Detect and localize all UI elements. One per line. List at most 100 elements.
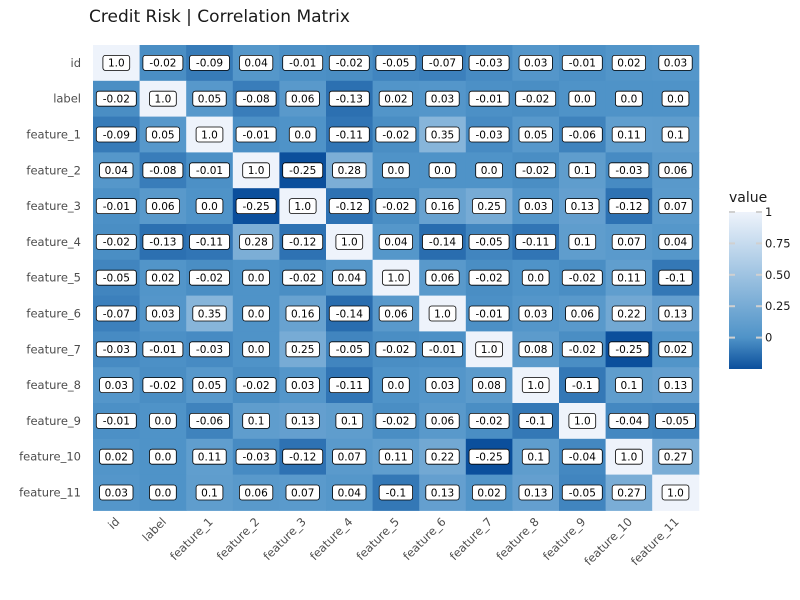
cell-value-label: 0.0 [615,90,643,107]
cell-value-text: 0.0 [201,201,218,213]
cell-value-text: 0.35 [431,129,454,141]
cell-value-label: -0.05 [328,341,370,358]
cell-value-label: 0.0 [242,305,270,322]
cell-value-text: 1.0 [481,344,498,356]
cell-value-box [142,341,184,358]
cell-value-box [561,55,603,71]
cell-value-box [468,233,510,250]
cell-value-text: -0.03 [196,344,223,356]
cell-value-text: -0.1 [665,273,686,285]
cell-value-label: -0.25 [282,162,324,179]
cell-value-box [521,448,550,465]
cell-value-box [99,377,134,394]
cell-value-text: 0.04 [664,237,688,249]
legend-title: value [729,190,767,206]
cell-value-label: 0.02 [378,90,414,107]
cell-value-box [561,126,603,143]
cell-value-label: 0.1 [195,484,224,501]
cell-value-box [328,55,370,71]
x-tick-label: feature_2 [214,515,263,564]
cell-value-label: -0.01 [468,305,510,322]
cell-value-text: 0.1 [667,129,684,141]
cell-value-label: -0.01 [189,162,230,179]
cell-value-box [242,269,270,286]
cell-value-box [608,198,650,215]
cell-value-box [561,484,603,501]
cell-value-text: 0.1 [341,416,358,428]
cell-value-box [285,412,320,429]
cell-value-label: 0.03 [99,377,134,394]
cell-value-text: 1.0 [434,308,451,320]
cell-value-label: -0.05 [95,269,137,286]
cell-value-label: -0.11 [189,233,230,250]
cell-value-text: -0.02 [569,273,596,285]
cell-value-label: 1.0 [288,198,317,215]
cell-value-box [658,341,693,358]
cell-value-box [425,448,460,465]
cell-value-text: -0.03 [476,58,503,70]
cell-value-box [568,162,597,179]
cell-value-text: -0.02 [382,129,409,141]
cell-value-text: 0.13 [571,201,594,213]
cell-value-box [282,233,324,250]
cell-value-label: 0.05 [145,126,180,143]
cell-value-box [561,341,603,358]
cell-value-label: -0.02 [95,233,137,250]
cell-value-text: 0.05 [198,380,221,392]
cell-value-label: -0.01 [235,126,277,143]
cell-value-box [149,448,177,465]
cell-value-box [145,126,180,143]
cell-value-text: -0.02 [522,94,549,106]
cell-value-text: -0.03 [476,129,503,141]
cell-value-box [471,377,507,394]
cell-value-box [235,198,277,215]
cell-value-text: -0.02 [382,416,409,428]
cell-value-box [518,341,553,358]
y-tick-label: feature_11 [19,486,81,500]
cell-value-text: 0.03 [151,308,174,320]
cell-value-text: 0.0 [248,308,265,320]
cell-value-box [518,305,553,322]
cell-value-label: 0.35 [192,305,227,322]
cell-value-label: -0.01 [142,341,184,358]
cell-value-label: -0.02 [375,341,417,358]
cell-value-box [149,484,177,501]
cell-value-text: 0.0 [621,94,638,106]
cell-value-text: -0.13 [336,94,363,106]
cell-value-label: 0.06 [425,412,460,429]
cell-value-label: -0.03 [95,341,137,358]
cell-value-text: -0.11 [522,237,549,249]
cell-value-label: 0.13 [658,377,693,394]
cell-value-label: 0.03 [99,484,134,501]
cell-value-box [285,377,320,394]
cell-value-text: 0.03 [524,58,547,70]
cell-value-text: 0.1 [527,452,544,464]
cell-value-box [145,198,180,215]
cell-value-label: 0.04 [332,269,367,286]
cell-value-text: -0.03 [243,452,270,464]
cell-value-label: -0.04 [561,448,603,465]
cell-value-text: 0.04 [338,487,362,499]
cell-value-box [468,412,510,429]
y-tick-label: feature_9 [26,414,81,428]
cell-value-label: -0.04 [608,412,650,429]
cell-value-label: -0.01 [282,55,324,71]
cell-value-box [565,198,600,215]
cell-value-label: 0.0 [149,448,177,465]
cell-value-box [189,412,230,429]
cell-value-text: -0.02 [243,380,270,392]
cell-value-label: 0.0 [475,162,503,179]
y-tick-label: feature_5 [26,271,81,285]
cell-value-text: 0.0 [434,165,451,177]
cell-value-label: 0.0 [195,198,224,215]
cell-value-text: -0.01 [476,94,503,106]
x-tick-label: feature_6 [400,515,449,564]
cell-value-box [145,269,180,286]
cell-value-label: 0.07 [658,198,693,215]
cell-value-box [422,233,463,250]
legend-tick-label: 0.75 [765,236,791,250]
cell-value-label: 0.13 [518,484,553,501]
cell-value-box [425,269,460,286]
cell-value-box [611,126,647,143]
cell-value-label: 0.02 [658,341,693,358]
